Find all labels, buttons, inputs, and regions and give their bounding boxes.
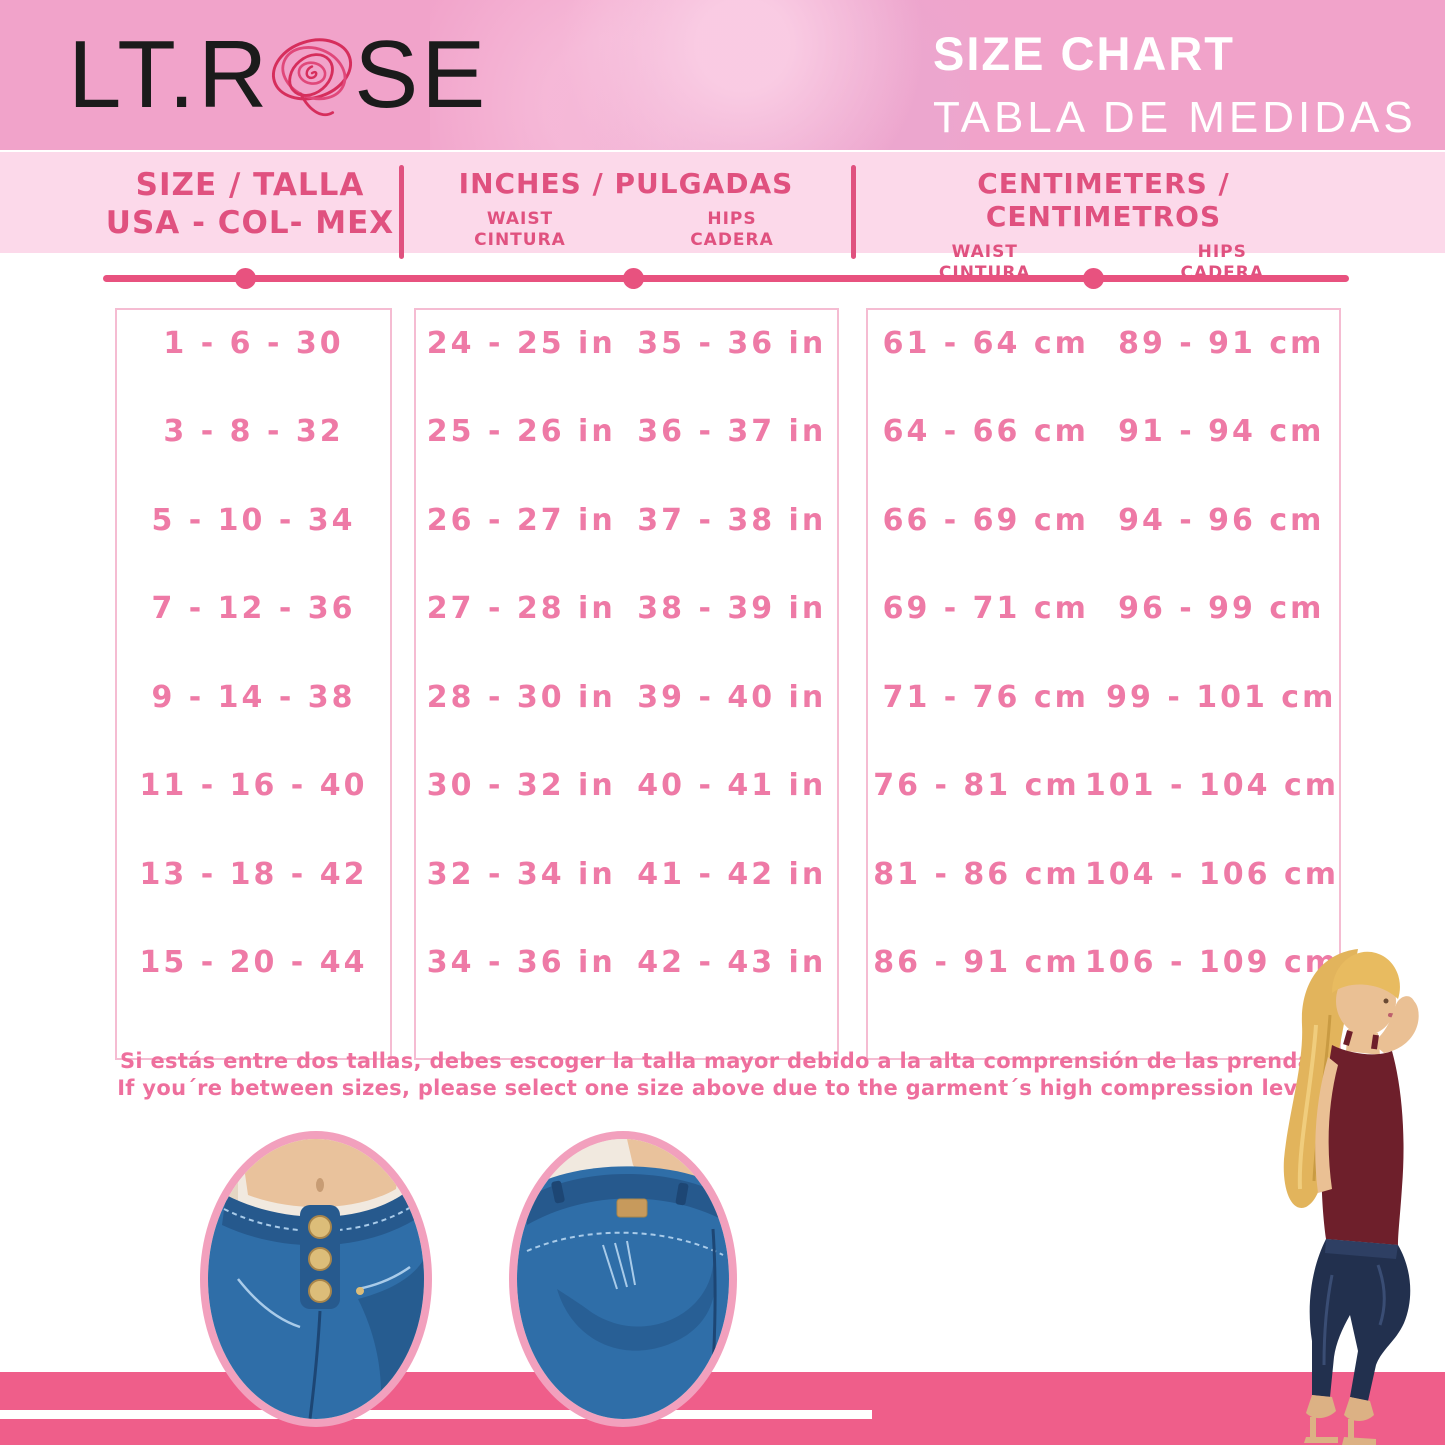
table-row: 27 - 28 in 38 - 39 in xyxy=(416,591,837,626)
table-row: 11 - 16 - 40 xyxy=(139,768,368,804)
table-row: 81 - 86 cm 104 - 106 cm xyxy=(868,857,1339,892)
table-row: 30 - 32 in 40 - 41 in xyxy=(416,768,837,803)
waist-inches-value: 28 - 30 in xyxy=(426,679,616,715)
hips-inches-value: 36 - 37 in xyxy=(637,414,827,450)
footer-stripe xyxy=(0,1410,872,1419)
hips-inches-value: 39 - 40 in xyxy=(637,679,827,715)
waist-cm-value: 71 - 76 cm xyxy=(882,679,1089,715)
size-header-line2: USA - COL- MEX xyxy=(105,205,395,241)
table-row: 34 - 36 in 42 - 43 in xyxy=(416,945,837,980)
waist-inches-value: 25 - 26 in xyxy=(426,414,616,450)
page-subtitle: TABLA DE MEDIDAS xyxy=(933,93,1417,142)
inches-waist-label: WAIST CINTURA xyxy=(474,209,566,250)
column-header-band xyxy=(0,152,1445,253)
table-row: 5 - 10 - 34 xyxy=(151,502,356,538)
inches-column-header: INCHES / PULGADAS WAIST CINTURA HIPS CAD… xyxy=(414,167,838,251)
jeans-front-photo xyxy=(200,1131,432,1427)
table-row: 13 - 18 - 42 xyxy=(139,856,368,892)
hips-inches-value: 35 - 36 in xyxy=(637,326,827,361)
waist-cm-value: 64 - 66 cm xyxy=(882,414,1089,450)
waist-inches-value: 27 - 28 in xyxy=(426,591,616,627)
table-row: 24 - 25 in 35 - 36 in xyxy=(416,326,837,361)
size-column-header: SIZE / TALLA USA - COL- MEX xyxy=(104,166,396,242)
section-timeline xyxy=(103,268,1349,289)
centimeters-title: CENTIMETERS / CENTIMETROS xyxy=(977,167,1230,233)
inches-table: 24 - 25 in 35 - 36 in 25 - 26 in 36 - 37 i… xyxy=(414,308,839,1060)
hips-inches-value: 42 - 43 in xyxy=(637,944,827,980)
waist-inches-value: 32 - 34 in xyxy=(426,856,616,892)
logo-text-prefix: LT.R xyxy=(68,21,271,128)
waist-inches-value: 26 - 27 in xyxy=(426,502,616,538)
rose-icon xyxy=(265,24,359,126)
table-row: 7 - 12 - 36 xyxy=(151,591,356,627)
sizing-note: Si estás entre dos tallas, debes escoger… xyxy=(0,1048,1445,1102)
header-divider xyxy=(399,165,404,259)
table-row: 25 - 26 in 36 - 37 in xyxy=(416,414,837,449)
table-row: 28 - 30 in 39 - 40 in xyxy=(416,680,837,715)
table-row: 9 - 14 - 38 xyxy=(151,679,356,715)
jeans-back-photo xyxy=(509,1131,737,1427)
hips-inches-value: 40 - 41 in xyxy=(637,768,827,804)
brand-logo: LT.R SE xyxy=(68,18,488,132)
page-title: SIZE CHART xyxy=(933,27,1235,80)
centimeters-column-header: CENTIMETERS / CENTIMETROS WAIST CINTURA … xyxy=(866,167,1341,284)
table-row: 32 - 34 in 41 - 42 in xyxy=(416,857,837,892)
logo-text-suffix: SE xyxy=(354,21,489,128)
model-photo xyxy=(1228,945,1440,1445)
waist-inches-value: 24 - 25 in xyxy=(426,326,616,361)
hips-cm-value: 96 - 99 cm xyxy=(1118,591,1325,627)
waist-inches-value: 30 - 32 in xyxy=(426,768,616,804)
hips-inches-value: 38 - 39 in xyxy=(637,591,827,627)
waist-cm-value: 66 - 69 cm xyxy=(882,502,1089,538)
table-row: 76 - 81 cm 101 - 104 cm xyxy=(868,768,1339,803)
sizing-note-en: If you´re between sizes, please select o… xyxy=(117,1076,1328,1100)
waist-cm-value: 61 - 64 cm xyxy=(882,326,1089,361)
header-divider xyxy=(851,165,856,259)
table-row: 1 - 6 - 30 xyxy=(163,326,344,361)
hips-cm-value: 91 - 94 cm xyxy=(1118,414,1325,450)
sizing-note-es: Si estás entre dos tallas, debes escoger… xyxy=(119,1049,1326,1073)
table-row: 66 - 69 cm 94 - 96 cm xyxy=(868,503,1339,538)
waist-inches-value: 34 - 36 in xyxy=(426,944,616,980)
table-row: 64 - 66 cm 91 - 94 cm xyxy=(868,414,1339,449)
table-row: 71 - 76 cm 99 - 101 cm xyxy=(868,680,1339,715)
hips-cm-value: 101 - 104 cm xyxy=(1084,768,1339,804)
banner-titles: SIZE CHART TABLA DE MEDIDAS xyxy=(933,26,1417,143)
table-row: 69 - 71 cm 96 - 99 cm xyxy=(868,591,1339,626)
hips-inches-value: 37 - 38 in xyxy=(637,502,827,538)
size-table: 1 - 6 - 30 3 - 8 - 32 5 - 10 - 34 7 - 12… xyxy=(115,308,392,1060)
waist-cm-value: 86 - 91 cm xyxy=(873,944,1080,980)
table-row: 26 - 27 in 37 - 38 in xyxy=(416,503,837,538)
banner: LT.R SE SIZE CHART TABLA DE MEDIDAS xyxy=(0,0,1445,150)
hips-cm-value: 99 - 101 cm xyxy=(1106,679,1337,715)
timeline-dot-icon xyxy=(1083,268,1104,289)
table-row: 86 - 91 cm 106 - 109 cm xyxy=(868,945,1339,980)
size-header-line1: SIZE / TALLA xyxy=(135,167,365,203)
timeline-dot-icon xyxy=(235,268,256,289)
timeline-dot-icon xyxy=(623,268,644,289)
waist-cm-value: 81 - 86 cm xyxy=(873,856,1080,892)
inches-title: INCHES / PULGADAS xyxy=(458,167,794,200)
hips-cm-value: 89 - 91 cm xyxy=(1118,326,1325,361)
table-row: 3 - 8 - 32 xyxy=(163,414,344,450)
waist-cm-value: 76 - 81 cm xyxy=(873,768,1080,804)
hips-inches-value: 41 - 42 in xyxy=(637,856,827,892)
hips-cm-value: 104 - 106 cm xyxy=(1084,856,1339,892)
centimeters-table: 61 - 64 cm 89 - 91 cm 64 - 66 cm 91 - 94 c… xyxy=(866,308,1341,1060)
hips-cm-value: 106 - 109 cm xyxy=(1084,944,1339,980)
table-row: 15 - 20 - 44 xyxy=(139,944,368,980)
banner-background-model-photo xyxy=(430,0,970,150)
table-row: 61 - 64 cm 89 - 91 cm xyxy=(868,326,1339,361)
waist-cm-value: 69 - 71 cm xyxy=(882,591,1089,627)
inches-hips-label: HIPS CADERA xyxy=(690,209,774,250)
hips-cm-value: 94 - 96 cm xyxy=(1118,502,1325,538)
